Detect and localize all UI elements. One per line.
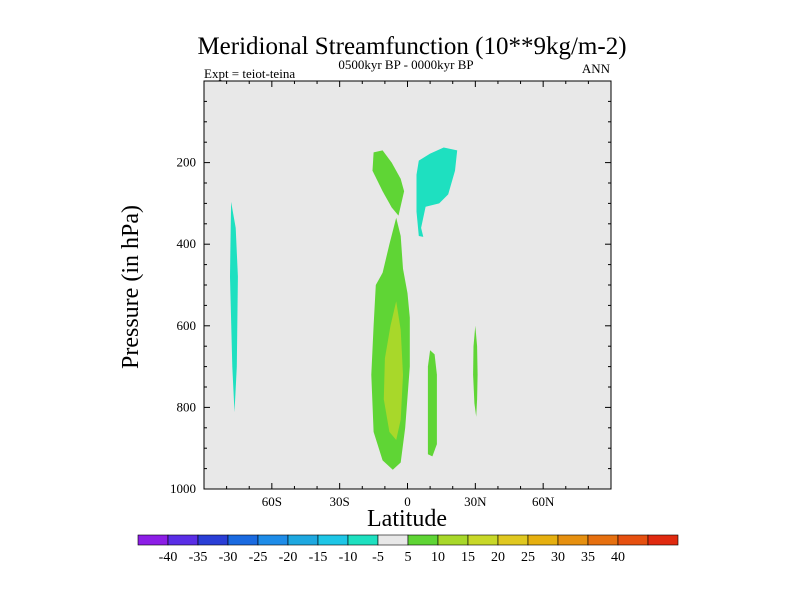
colorbar-label: -15 [309,550,328,565]
plot-area [204,81,611,489]
y-tick-label: 200 [177,155,197,170]
colorbar-swatch [287,534,319,546]
colorbar-label: 15 [461,550,475,565]
y-tick-label: 1000 [170,481,196,496]
y-tick-label: 400 [177,236,197,251]
x-axis-label: Latitude [367,506,447,532]
experiment-label: Expt = teiot-teina [204,66,295,81]
contour-regions [230,147,478,470]
colorbar-label: 30 [551,550,565,565]
colorbar-swatch [137,534,169,546]
season-label: ANN [582,61,611,76]
contour-equator-upper-positive [372,150,405,216]
colorbar-swatch [377,534,409,546]
y-axis: 200 400 600 800 1000 [170,80,611,496]
colorbar-label: -25 [249,550,268,565]
colorbar-label: 25 [521,550,535,565]
y-tick-label: 800 [177,399,197,414]
x-tick-label: 60N [532,494,555,509]
contour-nh-lower-positive-1 [427,350,437,457]
y-axis-label: Pressure (in hPa) [118,205,144,369]
contour-equator-core-positive [383,301,403,440]
colorbar-swatch [317,534,349,546]
colorbar-label: 10 [431,550,445,565]
colorbar-label: -30 [219,550,238,565]
x-tick-label: 30N [464,494,487,509]
colorbar-label: 35 [581,550,595,565]
colorbar-swatch [497,534,529,546]
colorbar-label: 20 [491,550,505,565]
colorbar-label: -5 [372,550,384,565]
colorbar-swatch [647,534,679,546]
colorbar-swatch [197,534,229,546]
colorbar-label: -10 [339,550,358,565]
colorbar-swatch [347,534,379,546]
x-tick-label: 60S [262,494,282,509]
colorbar-swatch [167,534,199,546]
x-tick-label: 30S [330,494,350,509]
colorbar-swatch [437,534,469,546]
colorbar-label: 5 [405,550,412,565]
colorbar-swatch [527,534,559,546]
colorbar-label: -20 [279,550,298,565]
chart-title: Meridional Streamfunction (10**9kg/m-2) [197,33,626,60]
colorbar-label: -40 [159,550,178,565]
colorbar-label: 40 [611,550,625,565]
colorbar-swatch [557,534,589,546]
time-range-label: 0500kyr BP - 0000kyr BP [338,57,473,72]
contour-nh-upper-negative [416,147,458,237]
colorbar-label: -35 [189,550,208,565]
x-axis: 60S 30S 0 30N 60N [203,81,612,509]
colorbar-swatch [407,534,439,546]
colorbar-swatch [587,534,619,546]
contour-nh-lower-positive-2 [473,325,478,417]
x-tick-label: 0 [404,494,411,509]
colorbar-swatch [257,534,289,546]
y-tick-label: 600 [177,318,197,333]
contour-sh-highlat-negative [230,201,238,413]
colorbar-swatch [227,534,259,546]
colorbar: -40 -35 -30 -25 -20 -15 -10 -5 5 10 15 20 25 30 35 40 [137,534,679,565]
colorbar-swatch [467,534,499,546]
colorbar-swatch [617,534,649,546]
